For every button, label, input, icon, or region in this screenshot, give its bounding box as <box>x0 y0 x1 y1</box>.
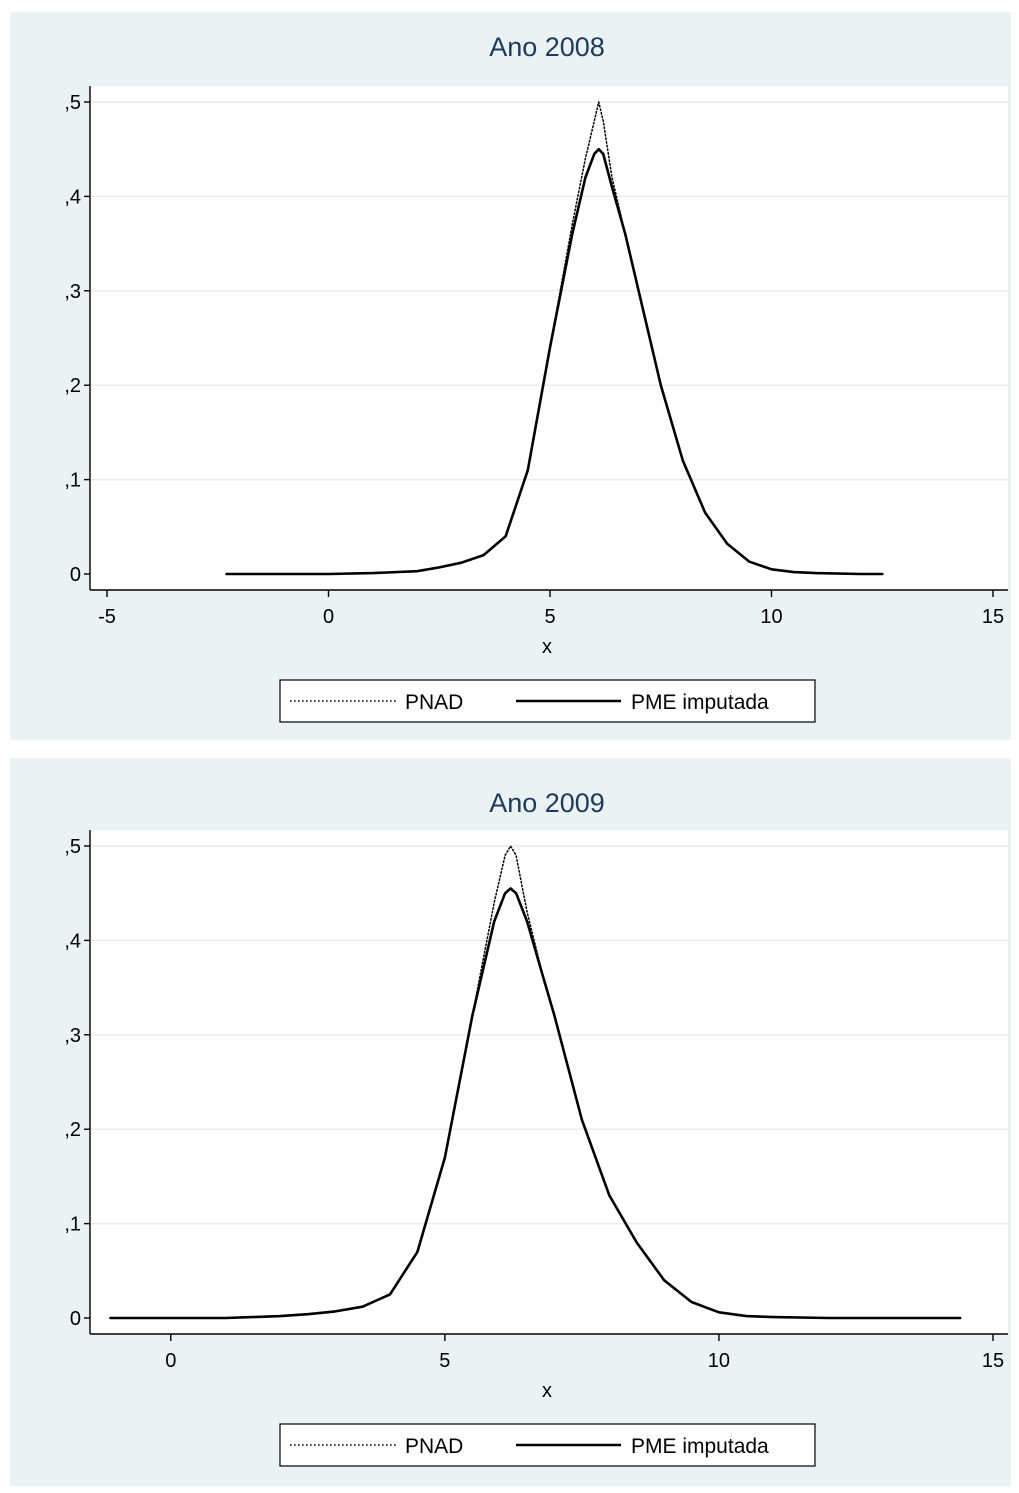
y-tick-label: ,4 <box>64 930 81 952</box>
legend-label-pme: PME imputada <box>631 1435 769 1458</box>
y-tick-label: ,3 <box>64 281 81 303</box>
legend-label-pme: PME imputada <box>631 691 769 714</box>
series-lines <box>109 845 962 1320</box>
plot-area <box>90 830 1008 1334</box>
x-tick-label: 0 <box>165 1350 176 1372</box>
y-tick-label: ,5 <box>64 92 81 114</box>
axes: 0 ,1 ,2 ,3 ,4 ,5 0 5 10 15 <box>64 830 1008 1372</box>
chart-title: Ano 2009 <box>489 788 605 818</box>
y-tick-label: ,1 <box>64 1214 81 1236</box>
chart-title: Ano 2008 <box>489 32 605 62</box>
y-tick-label: ,1 <box>64 470 81 492</box>
x-tick-label: 10 <box>760 606 782 628</box>
chart-panel-2009: Ano 2009 0 ,1 ,2 ,3 ,4 ,5 0 5 10 15 x PNAD PME im… <box>64 788 1008 1467</box>
x-tick-label: 15 <box>982 1350 1004 1372</box>
series-line-pme-imputada <box>225 147 884 576</box>
y-tick-label: 0 <box>70 564 81 586</box>
x-axis-label: x <box>542 636 552 658</box>
axes: 0 ,1 ,2 ,3 ,4 ,5 -5 0 5 10 15 <box>64 86 1008 628</box>
series-line-pme-imputada <box>109 887 962 1320</box>
gridlines <box>90 845 1008 1225</box>
y-tick-label: ,3 <box>64 1025 81 1047</box>
x-tick-label: 5 <box>439 1350 450 1372</box>
legend-label-pnad: PNAD <box>405 1435 463 1458</box>
chart-panel-2008: Ano 2008 0 ,1 ,2 ,3 ,4 ,5 -5 0 5 10 15 x PNAD PME … <box>64 32 1008 723</box>
y-tick-label: ,2 <box>64 1119 81 1141</box>
y-tick-label: ,4 <box>64 186 81 208</box>
y-tick-label: 0 <box>70 1308 81 1330</box>
series-lines <box>225 101 884 576</box>
gridlines <box>90 101 1008 481</box>
x-tick-label: 10 <box>708 1350 730 1372</box>
y-tick-label: ,5 <box>64 836 81 858</box>
plot-area <box>90 86 1008 590</box>
x-tick-label: 5 <box>544 606 555 628</box>
x-tick-label: -5 <box>98 606 116 628</box>
x-tick-label: 0 <box>323 606 334 628</box>
legend: PNAD PME imputada <box>279 679 816 723</box>
legend: PNAD PME imputada <box>279 1423 816 1467</box>
x-tick-label: 15 <box>982 606 1004 628</box>
y-tick-label: ,2 <box>64 375 81 397</box>
x-axis-label: x <box>542 1380 552 1402</box>
legend-label-pnad: PNAD <box>405 691 463 714</box>
